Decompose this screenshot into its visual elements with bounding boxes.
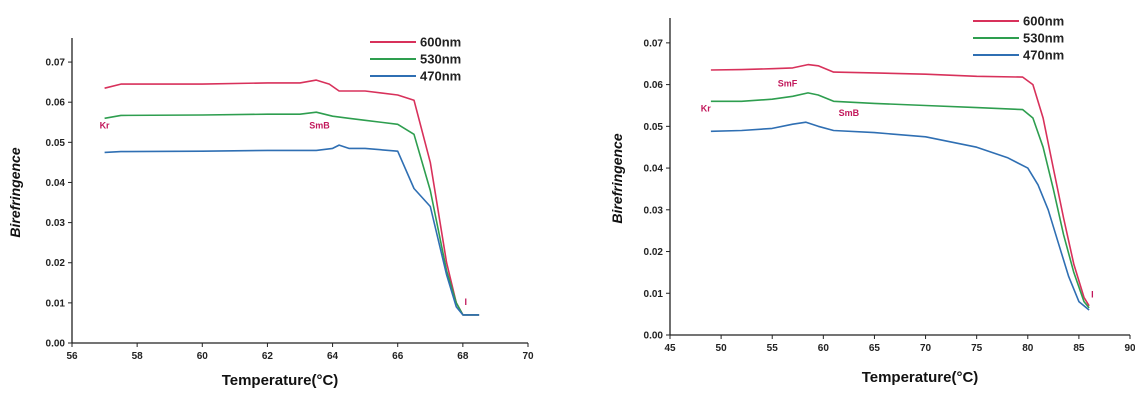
phase-label: Kr (701, 104, 711, 114)
y-tick-label: 0.04 (644, 164, 664, 175)
y-tick-label: 0.03 (644, 205, 664, 216)
x-tick-label: 70 (522, 351, 534, 362)
x-tick-label: 65 (869, 343, 881, 354)
y-tick-label: 0.06 (46, 98, 66, 109)
phase-label: SmB (839, 108, 860, 118)
x-tick-label: 58 (132, 351, 144, 362)
y-tick-label: 0.02 (46, 258, 66, 269)
phase-label: I (464, 297, 467, 307)
y-tick-label: 0.07 (644, 38, 664, 49)
legend-label: 600nm (420, 35, 461, 50)
phase-label: SmF (778, 79, 798, 89)
phase-label: I (1091, 289, 1094, 299)
y-tick-label: 0.01 (644, 289, 664, 300)
x-tick-label: 64 (327, 351, 339, 362)
y-tick-label: 0.04 (46, 178, 66, 189)
legend-label: 530nm (420, 52, 461, 67)
phase-label: Kr (100, 120, 110, 130)
y-axis-title: Birefringence (7, 147, 23, 237)
y-tick-label: 0.00 (644, 331, 664, 342)
x-tick-label: 56 (66, 351, 78, 362)
legend-label: 470nm (1023, 48, 1064, 63)
x-tick-label: 80 (1022, 343, 1034, 354)
phase-label: SmB (309, 120, 330, 130)
x-tick-label: 66 (392, 351, 404, 362)
y-tick-label: 0.02 (644, 247, 664, 258)
legend-label: 530nm (1023, 31, 1064, 46)
chart-panel-right: 45 50 55 60 65 70 75 80 85 90 0.00 0.01 0.02 0.03 0.04… (609, 14, 1135, 387)
x-axis-title: Temperature(°C) (222, 372, 339, 389)
x-tick-label: 45 (664, 343, 676, 354)
legend-label: 470nm (420, 69, 461, 84)
x-tick-label: 75 (971, 343, 983, 354)
y-tick-label: 0.05 (46, 138, 66, 149)
x-tick-label: 60 (818, 343, 830, 354)
y-tick-label: 0.07 (46, 58, 66, 69)
chart-panel-left: 56 58 60 62 64 66 68 70 0.00 0.01 0.02 0.03 0.04 0.05… (7, 35, 534, 390)
series-line-600nm (710, 63, 1090, 307)
series-line-530nm (710, 92, 1090, 309)
y-tick-label: 0.06 (644, 80, 664, 91)
x-tick-label: 62 (262, 351, 274, 362)
series-line-470nm (710, 121, 1090, 311)
x-tick-label: 70 (920, 343, 932, 354)
x-tick-label: 68 (457, 351, 469, 362)
legend-label: 600nm (1023, 14, 1064, 29)
x-tick-label: 50 (716, 343, 728, 354)
series-line-600nm (104, 79, 480, 316)
y-tick-label: 0.05 (644, 122, 664, 133)
x-axis-title: Temperature(°C) (862, 369, 979, 386)
y-tick-label: 0.03 (46, 218, 66, 229)
y-axis-title: Birefringence (609, 133, 625, 223)
x-tick-label: 55 (767, 343, 779, 354)
y-tick-label: 0.00 (46, 339, 66, 350)
x-tick-label: 60 (197, 351, 209, 362)
series-line-530nm (104, 111, 480, 316)
x-tick-label: 85 (1073, 343, 1085, 354)
series-line-470nm (104, 144, 480, 316)
y-tick-label: 0.01 (46, 298, 66, 309)
x-tick-label: 90 (1124, 343, 1135, 354)
